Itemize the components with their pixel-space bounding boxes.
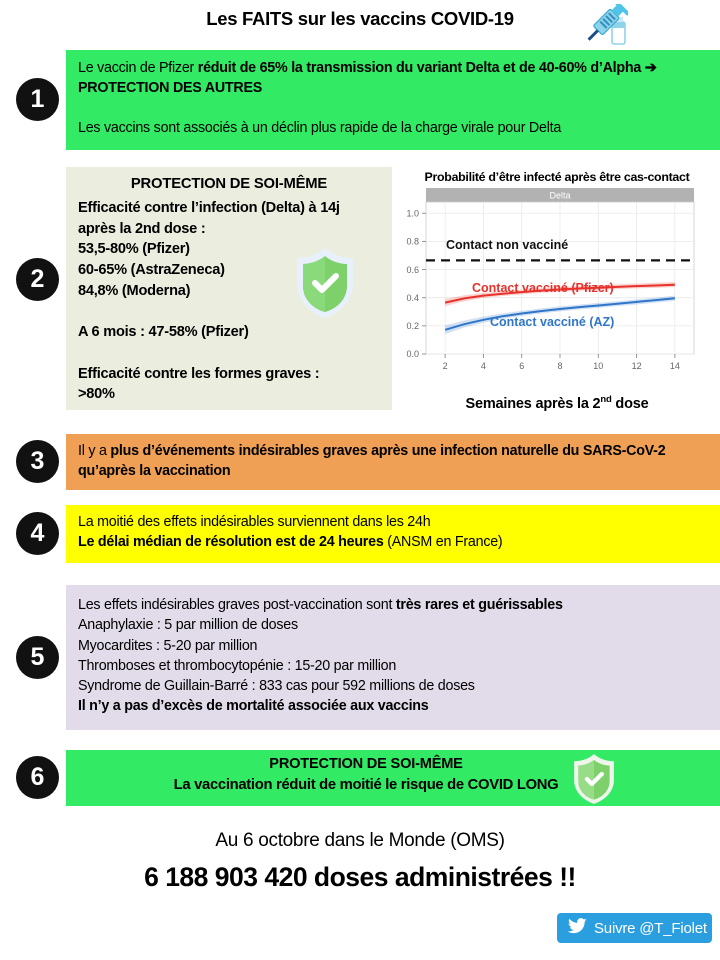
svg-text:4: 4: [481, 361, 486, 371]
chart-x-axis-label: Semaines après la 2nd dose: [398, 394, 716, 412]
svg-text:8: 8: [557, 361, 562, 371]
fact-2-heading: PROTECTION DE SOI-MÊME: [130, 176, 328, 192]
twitter-follow-button[interactable]: Suivre @T_Fiolet: [557, 913, 712, 943]
svg-text:6: 6: [519, 361, 524, 371]
fact-5-normal: Thromboses et thrombocytopénie : 15-20 p…: [78, 657, 397, 674]
svg-text:0.8: 0.8: [406, 237, 419, 247]
fact-1-line-1-normal: Le vaccin de Pfizer: [78, 60, 198, 76]
fact-5-line: Anaphylaxie : 5 par million de doses: [78, 615, 712, 635]
step-number-3: 3: [16, 440, 59, 483]
chart-annotation-az: Contact vacciné (AZ): [490, 315, 614, 329]
fact-4-line-1: La moitié des effets indésirables survie…: [78, 514, 431, 530]
fact-block-3: Il y a plus d’événements indésirables gr…: [66, 434, 720, 490]
fact-5-line: Il n’y a pas d’excès de mortalité associ…: [78, 696, 712, 716]
fact-5-bold: Il n’y a pas d’excès de mortalité associ…: [78, 698, 429, 715]
fact-2-line: 60-65% (AstraZeneca): [78, 262, 225, 279]
chart-panel-strip: [426, 188, 694, 202]
fact-2-line: Efficacité contre les formes graves :: [78, 365, 320, 382]
chart-panel-label: Delta: [549, 191, 570, 201]
fact-4-bold: Le délai médian de résolution est de 24 …: [78, 534, 384, 551]
header: Les FAITS sur les vaccins COVID-19: [0, 0, 720, 48]
fact-6-heading: PROTECTION DE SOI-MÊME: [269, 756, 463, 772]
step-number-6: 6: [16, 756, 59, 799]
fact-2-line: 84,8% (Moderna): [78, 282, 191, 299]
fact-block-2: PROTECTION DE SOI-MÊME Efficacité contre…: [66, 167, 392, 410]
fact-5-body: Les effets indésirables graves post-vacc…: [78, 595, 712, 717]
fact-3-bold: plus d’événements indésirables graves ap…: [78, 443, 666, 480]
fact-block-6: PROTECTION DE SOI-MÊME La vaccination ré…: [66, 750, 720, 806]
fact-2-line: après la 2nd dose :: [78, 220, 206, 237]
twitter-follow-label: Suivre @T_Fiolet: [594, 919, 707, 937]
fact-block-5: Les effets indésirables graves post-vacc…: [66, 585, 720, 730]
syringe-vaccine-icon: [574, 0, 630, 52]
fact-5-normal: Les effets indésirables graves post-vacc…: [78, 597, 396, 613]
fact-2-spacer: [78, 343, 388, 364]
fact-5-line: Myocardites : 5-20 par million: [78, 636, 712, 656]
step-number-2: 2: [16, 258, 59, 301]
fact-5-line: Syndrome de Guillain-Barré : 833 cas pou…: [78, 676, 712, 696]
svg-text:0.6: 0.6: [406, 265, 419, 275]
fact-5-line: Thromboses et thrombocytopénie : 15-20 p…: [78, 656, 712, 676]
footer-date-line: Au 6 octobre dans le Monde (OMS): [215, 830, 505, 851]
chart-x-axis-label-text: Semaines après la 2nd dose: [465, 394, 649, 412]
fact-5-line: Les effets indésirables graves post-vacc…: [78, 595, 712, 615]
fact-1-line-2: Les vaccins sont associés à un déclin pl…: [78, 120, 562, 136]
twitter-bird-icon: [567, 917, 587, 939]
svg-text:14: 14: [670, 361, 680, 371]
chart-annotation-unvaccinated: Contact non vacciné: [446, 238, 568, 252]
step-number-4: 4: [16, 512, 59, 555]
fact-6-subheading: La vaccination réduit de moitié le risqu…: [173, 777, 559, 793]
fact-3-line-1: Il y a plus d’événements indésirables gr…: [78, 441, 712, 482]
step-number-5: 5: [16, 636, 59, 679]
step-number-1: 1: [16, 78, 59, 121]
chart-title: Probabilité d’être infecté après être ca…: [424, 170, 690, 184]
fact-4-lines: La moitié des effets indésirables survie…: [78, 512, 712, 553]
chart-plot: Delta 0.0 0.2 0.4 0.6 0.8 1.0 2 4 6 8 10 12 14 Conta…: [406, 188, 695, 371]
fact-2-line: A 6 mois : 47-58% (Pfizer): [78, 324, 249, 341]
shield-check-icon: [292, 245, 358, 321]
fact-block-1: Le vaccin de Pfizer réduit de 65% la tra…: [66, 50, 720, 150]
fact-2-line: >80%: [78, 386, 115, 403]
fact-2-body: Efficacité contre l’infection (Delta) à …: [78, 198, 388, 405]
fact-1-line-1: Le vaccin de Pfizer réduit de 65% la tra…: [78, 58, 710, 99]
svg-text:12: 12: [632, 361, 642, 371]
svg-text:0.0: 0.0: [406, 349, 419, 359]
fact-4-line-2: Le délai médian de résolution est de 24 …: [78, 532, 712, 552]
page-title: Les FAITS sur les vaccins COVID-19: [206, 8, 514, 29]
fact-5-normal: Myocardites : 5-20 par million: [78, 637, 258, 654]
footer-doses-count: 6 188 903 420 doses administrées !!: [144, 862, 576, 892]
fact-4-source: (ANSM en France): [383, 534, 503, 551]
fact-2-line: Efficacité contre l’infection (Delta) à …: [78, 200, 340, 216]
svg-text:1.0: 1.0: [406, 208, 419, 218]
fact-2-line: 53,5-80% (Pfizer): [78, 241, 190, 258]
fact-block-4: La moitié des effets indésirables survie…: [66, 505, 720, 563]
fact-5-normal: Syndrome de Guillain-Barré : 833 cas pou…: [78, 678, 475, 695]
fact-3-normal: Il y a: [78, 443, 111, 459]
fact-5-normal: Anaphylaxie : 5 par million de doses: [78, 617, 298, 634]
svg-text:2: 2: [443, 361, 448, 371]
shield-check-icon: [568, 752, 620, 806]
svg-text:0.2: 0.2: [406, 321, 419, 331]
fact-1-line-1-bold: réduit de 65% la transmission du variant…: [78, 60, 657, 97]
fact-5-bold: très rares et guérissables: [395, 597, 563, 613]
chart-annotation-pfizer: Contact vacciné (Pfizer): [472, 281, 614, 295]
svg-text:0.4: 0.4: [406, 293, 419, 303]
infection-probability-chart: Probabilité d’être infecté après être ca…: [398, 170, 716, 415]
svg-text:10: 10: [593, 361, 603, 371]
